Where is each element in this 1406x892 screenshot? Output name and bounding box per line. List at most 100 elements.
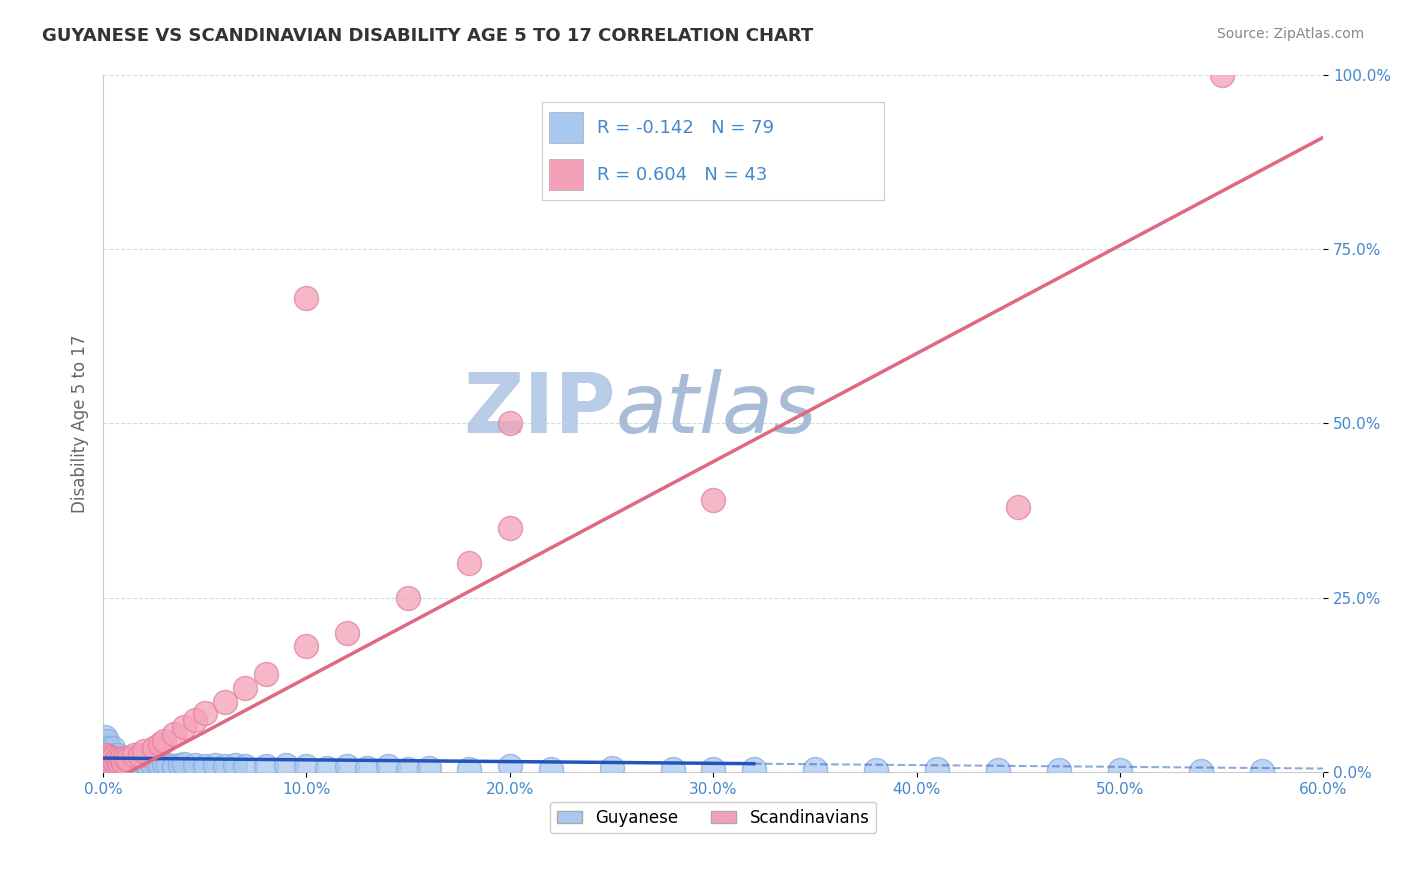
Point bbox=[112, 758, 135, 772]
Point bbox=[163, 727, 186, 741]
Point bbox=[98, 749, 121, 764]
Point bbox=[122, 756, 145, 771]
Point bbox=[94, 744, 117, 758]
Point bbox=[295, 291, 318, 305]
Point bbox=[96, 747, 118, 762]
Point bbox=[127, 755, 149, 769]
Point bbox=[336, 759, 359, 773]
Point bbox=[108, 755, 131, 769]
Point bbox=[103, 756, 125, 771]
Point bbox=[224, 758, 246, 772]
Point bbox=[96, 733, 118, 747]
Point bbox=[121, 758, 143, 772]
Point bbox=[114, 755, 136, 769]
Point bbox=[98, 752, 121, 766]
Point bbox=[105, 755, 128, 769]
Point bbox=[108, 758, 131, 772]
Point bbox=[96, 747, 118, 762]
Point bbox=[122, 747, 145, 762]
Point bbox=[96, 751, 118, 765]
Point bbox=[925, 762, 948, 776]
Text: GUYANESE VS SCANDINAVIAN DISABILITY AGE 5 TO 17 CORRELATION CHART: GUYANESE VS SCANDINAVIAN DISABILITY AGE … bbox=[42, 27, 814, 45]
Point bbox=[98, 747, 121, 762]
Point bbox=[149, 737, 172, 751]
Point bbox=[117, 756, 139, 771]
Point bbox=[214, 759, 236, 773]
Point bbox=[103, 740, 125, 755]
Point bbox=[661, 762, 683, 776]
Point bbox=[153, 733, 176, 747]
Text: Source: ZipAtlas.com: Source: ZipAtlas.com bbox=[1216, 27, 1364, 41]
Point bbox=[131, 758, 153, 772]
Y-axis label: Disability Age 5 to 17: Disability Age 5 to 17 bbox=[72, 334, 89, 513]
Point bbox=[94, 747, 117, 762]
Point bbox=[98, 758, 121, 772]
Text: atlas: atlas bbox=[616, 368, 817, 450]
Point bbox=[194, 759, 217, 773]
Point bbox=[94, 751, 117, 765]
Point bbox=[742, 762, 765, 776]
Point bbox=[183, 713, 205, 727]
Point bbox=[98, 755, 121, 769]
Point bbox=[141, 756, 163, 771]
Point bbox=[499, 417, 522, 431]
Point bbox=[96, 756, 118, 771]
Point bbox=[1047, 763, 1070, 777]
Point bbox=[499, 521, 522, 535]
Point bbox=[173, 756, 195, 771]
Point bbox=[276, 758, 298, 772]
Point bbox=[418, 761, 440, 775]
Point bbox=[94, 740, 117, 755]
Point bbox=[96, 740, 118, 755]
Point bbox=[183, 758, 205, 772]
Point bbox=[396, 591, 419, 605]
Point bbox=[96, 755, 118, 769]
Point bbox=[110, 752, 132, 766]
Point bbox=[295, 640, 318, 654]
Point bbox=[194, 706, 217, 720]
Point bbox=[1251, 764, 1274, 778]
Point bbox=[153, 756, 176, 771]
Point bbox=[114, 751, 136, 765]
Point bbox=[100, 749, 122, 764]
Point bbox=[540, 762, 562, 776]
Point bbox=[458, 762, 481, 776]
Point bbox=[600, 761, 623, 775]
Point bbox=[94, 755, 117, 769]
Point bbox=[458, 556, 481, 570]
Point bbox=[235, 681, 257, 696]
Point bbox=[104, 755, 127, 769]
Point bbox=[145, 755, 167, 769]
Point bbox=[149, 758, 172, 772]
Point bbox=[118, 755, 141, 769]
Point bbox=[104, 751, 127, 765]
Point bbox=[254, 667, 277, 681]
Point bbox=[98, 740, 121, 755]
Point bbox=[235, 759, 257, 773]
Point bbox=[254, 759, 277, 773]
Point bbox=[865, 763, 887, 777]
Point bbox=[173, 720, 195, 734]
Point bbox=[204, 758, 226, 772]
Point bbox=[94, 751, 117, 765]
Point bbox=[128, 756, 150, 771]
Point bbox=[117, 752, 139, 766]
Point bbox=[499, 759, 522, 773]
Point bbox=[377, 759, 399, 773]
Point bbox=[103, 751, 125, 765]
Point bbox=[112, 755, 135, 769]
Point bbox=[103, 747, 125, 762]
Point bbox=[132, 755, 155, 769]
Point bbox=[315, 761, 337, 775]
Point bbox=[702, 762, 724, 776]
Point bbox=[100, 756, 122, 771]
Point bbox=[105, 752, 128, 766]
Point bbox=[94, 730, 117, 744]
Point bbox=[143, 740, 166, 755]
Point bbox=[1211, 68, 1233, 82]
Point bbox=[110, 756, 132, 771]
Point bbox=[103, 755, 125, 769]
Point bbox=[108, 752, 131, 766]
Point bbox=[94, 758, 117, 772]
Point bbox=[100, 744, 122, 758]
